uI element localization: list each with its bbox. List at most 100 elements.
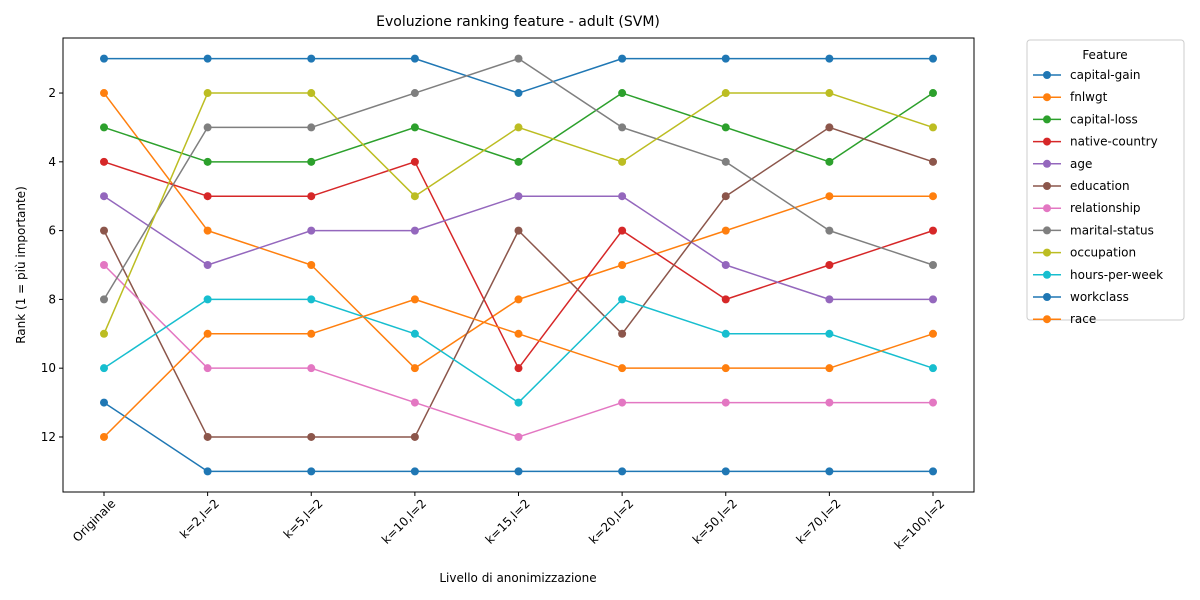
data-point xyxy=(721,89,730,98)
data-point xyxy=(514,432,523,441)
legend-item-occupation: occupation xyxy=(1033,246,1136,260)
data-point xyxy=(203,157,212,166)
data-point xyxy=(929,329,937,338)
data-point xyxy=(514,364,523,373)
data-point xyxy=(307,192,316,201)
legend-swatch-marker xyxy=(1043,93,1051,102)
legend-item-education: education xyxy=(1033,179,1130,193)
data-point xyxy=(100,329,108,338)
data-point xyxy=(929,157,937,166)
data-point xyxy=(100,157,108,166)
data-point xyxy=(307,432,316,441)
data-point xyxy=(618,123,627,132)
y-tick-label: 2 xyxy=(48,86,56,100)
series-line-age xyxy=(103,195,934,301)
x-tick-label: k=5,l=2 xyxy=(281,496,326,541)
data-point xyxy=(100,226,108,235)
legend-swatch-marker xyxy=(1043,248,1051,257)
data-point xyxy=(100,54,108,63)
legend-label: native-country xyxy=(1070,135,1158,149)
legend-swatch-marker xyxy=(1043,270,1051,279)
data-point xyxy=(203,295,212,304)
x-tick-label: Originale xyxy=(70,496,118,544)
x-axis-label: Livello di anonimizzazione xyxy=(439,571,596,585)
data-point xyxy=(514,157,523,166)
data-point xyxy=(929,295,937,304)
data-point xyxy=(100,261,108,269)
data-point xyxy=(203,329,212,338)
data-point xyxy=(825,329,834,338)
data-point xyxy=(514,54,523,63)
data-point xyxy=(307,89,316,98)
data-point xyxy=(825,364,834,373)
data-point xyxy=(410,192,419,201)
data-point xyxy=(410,226,419,235)
x-axis: Originale k=2,l=2 k=5,l=2 k=10,l=2 k=15,l=2 k… xyxy=(70,492,947,552)
data-point xyxy=(721,157,730,166)
series-line-hours-per-week xyxy=(103,298,934,404)
data-point xyxy=(203,226,212,235)
data-point xyxy=(100,432,108,441)
plot-frame xyxy=(62,37,975,493)
data-point xyxy=(307,123,316,132)
legend-item-race: race xyxy=(1033,312,1096,326)
data-point xyxy=(203,123,212,132)
legend-label: occupation xyxy=(1070,246,1136,260)
series-race xyxy=(100,295,937,441)
x-tick-label: k=20,l=2 xyxy=(586,496,636,546)
legend-label: hours-per-week xyxy=(1070,268,1163,282)
data-point xyxy=(203,89,212,98)
data-point xyxy=(721,54,730,63)
legend-swatch-marker xyxy=(1043,315,1051,324)
series-marital-status xyxy=(100,54,937,304)
data-point xyxy=(929,192,937,201)
legend-item-fnlwgt: fnlwgt xyxy=(1033,90,1108,104)
legend-swatch-marker xyxy=(1043,137,1051,146)
y-tick-label: 8 xyxy=(48,292,56,306)
data-point xyxy=(618,329,627,338)
y-axis: 2 4 6 8 10 12 xyxy=(41,86,63,444)
legend-item-hours-per-week: hours-per-week xyxy=(1033,268,1163,282)
data-point xyxy=(929,226,937,235)
series-relationship xyxy=(100,261,937,441)
data-point xyxy=(307,467,316,476)
data-point xyxy=(307,261,316,269)
series-native-country xyxy=(100,157,937,373)
legend-swatch-marker xyxy=(1043,115,1051,124)
series-line-education xyxy=(103,126,934,438)
data-point xyxy=(410,295,419,304)
legend-label: education xyxy=(1070,179,1130,193)
data-point xyxy=(410,432,419,441)
data-point xyxy=(825,398,834,407)
legend-item-native-country: native-country xyxy=(1033,135,1158,149)
data-point xyxy=(410,54,419,63)
data-point xyxy=(100,123,108,132)
data-point xyxy=(203,432,212,441)
data-point xyxy=(721,192,730,201)
data-point xyxy=(410,364,419,373)
data-point xyxy=(721,261,730,269)
legend-label: age xyxy=(1070,157,1092,171)
x-tick-label: k=10,l=2 xyxy=(379,496,429,546)
data-point xyxy=(100,89,108,98)
data-point xyxy=(514,398,523,407)
legend-title: Feature xyxy=(1082,48,1127,62)
legend-label: race xyxy=(1070,312,1096,326)
data-point xyxy=(618,226,627,235)
data-point xyxy=(929,123,937,132)
data-point xyxy=(618,261,627,269)
data-point xyxy=(514,295,523,304)
legend-label: relationship xyxy=(1070,201,1141,215)
series-age xyxy=(100,192,937,304)
data-point xyxy=(825,123,834,132)
series-occupation xyxy=(100,89,937,338)
x-tick-label: k=70,l=2 xyxy=(793,496,843,546)
legend-item-marital-status: marital-status xyxy=(1033,223,1154,237)
legend: Feature capital-gain fnlwgt capital-loss na… xyxy=(1026,39,1185,326)
y-tick-label: 10 xyxy=(41,361,56,375)
data-point xyxy=(514,467,523,476)
data-point xyxy=(929,89,937,98)
series-capital-gain xyxy=(100,54,937,98)
data-point xyxy=(410,123,419,132)
data-point xyxy=(618,89,627,98)
